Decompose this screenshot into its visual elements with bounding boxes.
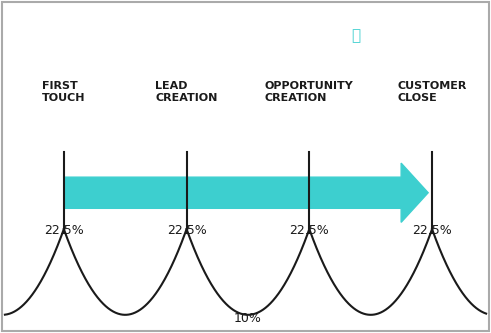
Text: ⧗: ⧗ (351, 28, 360, 43)
Text: FULL PATH ATTRIBUTION MODEL: FULL PATH ATTRIBUTION MODEL (20, 28, 336, 46)
FancyArrow shape (64, 163, 428, 222)
Text: CUSTOMER
CLOSE: CUSTOMER CLOSE (397, 81, 467, 104)
Text: 22.5%: 22.5% (290, 224, 329, 237)
Text: bizible: bizible (371, 30, 422, 44)
Text: 10%: 10% (234, 312, 262, 325)
Text: FIRST
TOUCH: FIRST TOUCH (42, 81, 85, 104)
Text: LEAD
CREATION: LEAD CREATION (155, 81, 218, 104)
Text: 22.5%: 22.5% (44, 224, 83, 237)
Text: OPPORTUNITY
CREATION: OPPORTUNITY CREATION (265, 81, 354, 104)
Text: 22.5%: 22.5% (412, 224, 452, 237)
Text: 22.5%: 22.5% (167, 224, 206, 237)
